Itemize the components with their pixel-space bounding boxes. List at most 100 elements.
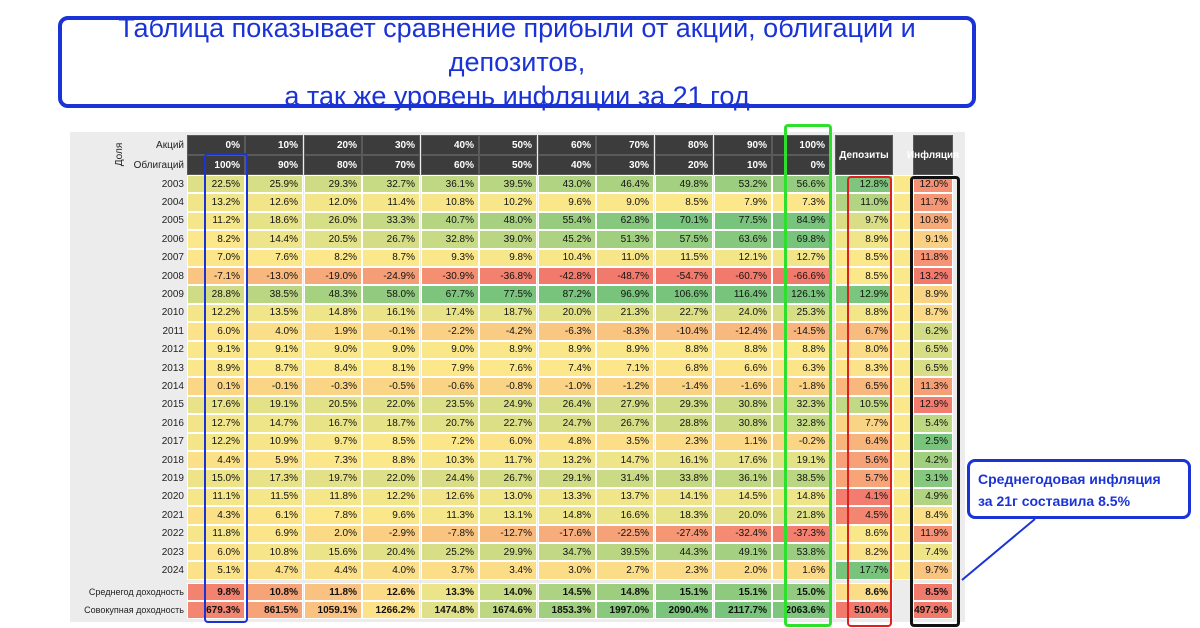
gap-cell [893,359,913,378]
year-label: 2011 [162,325,184,337]
return-cell: 17.3% [245,469,303,488]
cum-return-cell: 679.3% [187,601,245,619]
return-cell: -2.2% [421,322,479,341]
avg-return-cell: 9.8% [187,583,245,601]
return-cell: 43.0% [538,175,596,194]
inflation-cell: 3.1% [913,469,953,488]
return-cell: 18.7% [479,303,537,323]
avg-inflation-cell: 8.5% [913,583,953,601]
return-cell: 25.9% [245,175,303,194]
return-cell: 8.2% [304,248,362,267]
title-line-2: а так же уровень инфляции за 21 год [284,81,750,111]
return-cell: 18.7% [362,414,420,433]
return-cell: -10.4% [655,322,713,341]
return-cell: 33.3% [362,211,420,231]
return-cell: 11.2% [187,211,245,231]
deposit-cell: 5.6% [835,451,893,470]
return-cell: 15.6% [304,543,362,562]
inflation-cell: 11.9% [913,524,953,543]
return-cell: 24.7% [538,414,596,433]
year-label: 2008 [161,270,184,282]
year-label: 2020 [161,491,184,503]
return-cell: 70.1% [655,211,713,231]
title-line-1: Таблица показывает сравнение прибыли от … [118,13,916,77]
return-cell: 9.0% [421,340,479,359]
return-cell: 45.2% [538,230,596,249]
return-cell: 6.8% [655,359,713,378]
return-cell: 12.1% [714,248,772,267]
return-cell: 48.0% [479,211,537,231]
return-cell: 10.8% [245,543,303,562]
return-cell: 53.8% [772,543,830,562]
avg-return-cell: 14.0% [479,583,537,601]
year-label: 2015 [161,399,184,411]
return-cell: -0.1% [362,322,420,341]
return-cell: 2.7% [596,561,654,580]
return-cell: 13.5% [245,303,303,323]
return-cell: 55.4% [538,211,596,231]
return-cell: 2.0% [714,561,772,580]
return-cell: 20.5% [304,395,362,415]
return-cell: 7.8% [304,506,362,525]
return-cell: 22.0% [362,395,420,415]
return-cell: 7.1% [596,359,654,378]
return-cell: -0.2% [772,432,830,451]
return-cell: 1.1% [714,432,772,451]
return-cell: 8.8% [362,451,420,470]
return-cell: 12.2% [187,303,245,323]
return-cell: 126.1% [772,285,830,304]
header-stocks-pct: 80% [655,135,713,155]
deposit-cell: 6.5% [835,377,893,396]
inflation-cell: 5.4% [913,414,953,433]
return-cell: -0.5% [362,377,420,396]
return-cell: 9.1% [245,340,303,359]
return-cell: 56.6% [772,175,830,194]
return-cell: 10.3% [421,451,479,470]
cum-return-cell: 2117.7% [714,601,772,619]
year-label: 2010 [161,307,184,319]
avg-return-cell: 10.8% [245,583,303,601]
return-cell: -0.3% [304,377,362,396]
return-cell: -7.8% [421,524,479,543]
return-cell: -48.7% [596,267,654,286]
return-cell: -0.1% [245,377,303,396]
return-cell: 29.3% [304,175,362,194]
return-cell: 13.0% [479,487,537,507]
return-cell: 29.3% [655,395,713,415]
return-cell: 9.6% [362,506,420,525]
return-cell: -13.0% [245,267,303,286]
return-cell: 4.0% [362,561,420,580]
return-cell: 38.5% [772,469,830,488]
inflation-cell: 9.7% [913,561,953,580]
return-cell: 5.1% [187,561,245,580]
return-cell: 49.8% [655,175,713,194]
return-cell: 87.2% [538,285,596,304]
return-cell: 14.5% [714,487,772,507]
return-cell: 2.3% [655,432,713,451]
return-cell: 24.0% [714,303,772,323]
gap-cell [893,469,913,488]
return-cell: 4.4% [187,451,245,470]
callout-line-1: Среднегодовая инфляция [978,471,1161,487]
gap-cell [893,561,913,580]
return-cell: 14.8% [304,303,362,323]
return-cell: 19.1% [245,395,303,415]
deposit-cell: 7.7% [835,414,893,433]
deposit-cell: 8.2% [835,543,893,562]
year-label: 2012 [161,344,184,356]
deposit-cell: 4.5% [835,506,893,525]
return-cell: -12.4% [714,322,772,341]
return-cell: 10.4% [538,248,596,267]
return-cell: 20.7% [421,414,479,433]
return-cell: 12.0% [304,193,362,212]
deposit-cell: 12.9% [835,285,893,304]
return-cell: 20.5% [304,230,362,249]
return-cell: -12.7% [479,524,537,543]
year-label: 2024 [161,565,184,577]
return-cell: 46.4% [596,175,654,194]
header-bonds-pct: 30% [596,155,654,175]
gap-cell [893,524,913,543]
header-bonds-pct: 40% [538,155,596,175]
deposit-cell: 8.9% [835,230,893,249]
year-label: 2017 [161,436,184,448]
